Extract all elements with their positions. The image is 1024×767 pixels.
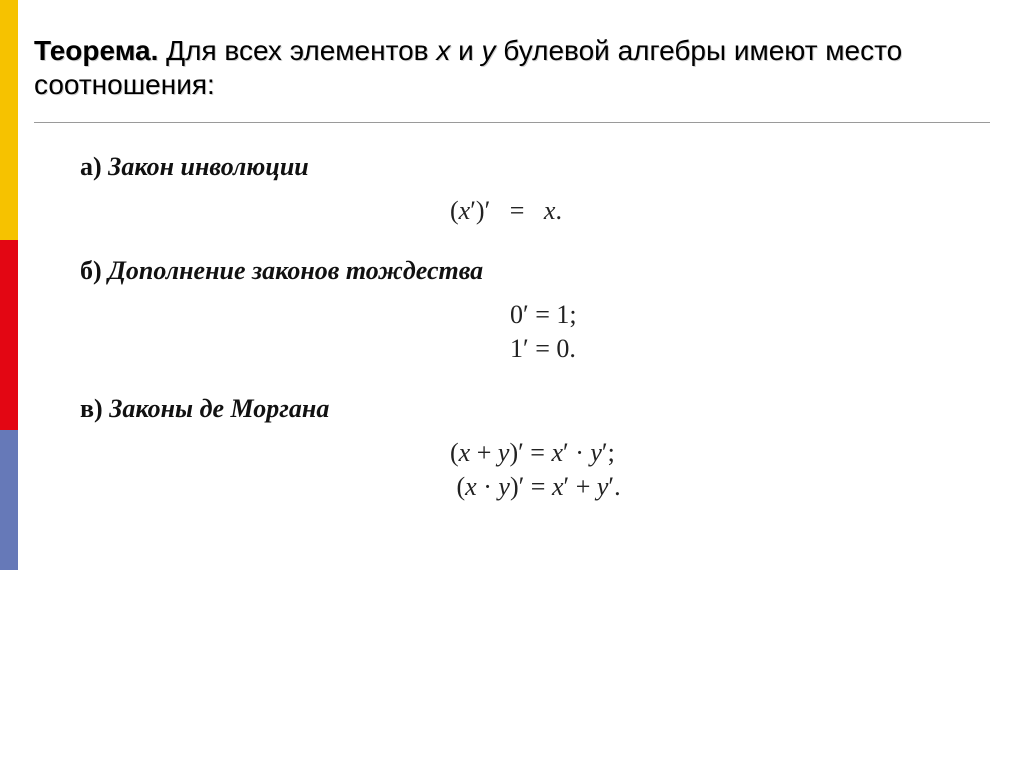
sidebar-stripe-yellow [0, 0, 18, 240]
item-a-marker: а) [80, 152, 102, 181]
item-c-marker: в) [80, 394, 103, 423]
slide-title: Теорема. Для всех элементов х и у булево… [34, 34, 990, 102]
item-b-formula-block: 0′ = 1; 1′ = 0. [80, 300, 960, 364]
slide: Теорема. Для всех элементов х и у булево… [0, 0, 1024, 767]
item-a-heading: а) Закон инволюции [80, 152, 960, 182]
sidebar-stripe-red [0, 240, 18, 430]
item-b-title: Дополнение законов тождества [108, 256, 483, 285]
item-b: б) Дополнение законов тождества 0′ = 1; … [80, 256, 960, 364]
item-b-marker: б) [80, 256, 102, 285]
item-a: а) Закон инволюции (x′)′ = x. [80, 152, 960, 226]
item-c-formula-1: (x + y)′ = x′ · y′; [450, 438, 960, 468]
item-c-formula-block: (x + y)′ = x′ · y′; (x · y)′ = x′ + y′. [80, 438, 960, 502]
sidebar [0, 0, 18, 767]
item-b-heading: б) Дополнение законов тождества [80, 256, 960, 286]
item-c: в) Законы де Моргана (x + y)′ = x′ · y′;… [80, 394, 960, 502]
item-a-formula-block: (x′)′ = x. [80, 196, 960, 226]
item-a-title: Закон инволюции [108, 152, 309, 181]
item-c-formula-2: (x · y)′ = x′ + y′. [450, 472, 960, 502]
body: а) Закон инволюции (x′)′ = x. б) Дополне… [80, 152, 960, 532]
title-divider [34, 122, 990, 123]
item-b-formula-2: 1′ = 0. [510, 334, 960, 364]
title-var-x: х [436, 35, 450, 66]
title-var-y: у [482, 35, 496, 66]
theorem-label: Теорема. [34, 35, 158, 66]
sidebar-stripe-blue [0, 430, 18, 570]
title-and: и [450, 35, 481, 66]
item-c-heading: в) Законы де Моргана [80, 394, 960, 424]
item-c-title: Законы де Моргана [109, 394, 329, 423]
item-b-formula-1: 0′ = 1; [510, 300, 960, 330]
item-a-formula: (x′)′ = x. [450, 196, 960, 226]
title-text-1: Для всех элементов [158, 35, 436, 66]
